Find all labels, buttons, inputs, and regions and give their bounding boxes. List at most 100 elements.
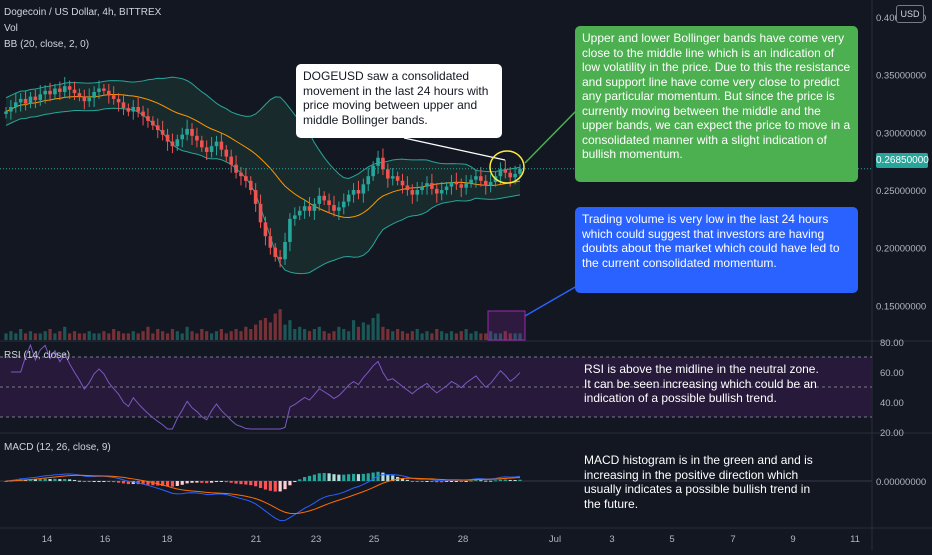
time-axis-label: 18 [162,534,173,545]
macd-indicator-label[interactable]: MACD (12, 26, close, 9) [4,442,111,453]
macd-histogram-bar [484,480,488,482]
candle-body [121,102,126,109]
macd-histogram-bar [249,481,253,486]
macd-histogram-bar [210,481,214,483]
candle-body [513,173,517,178]
candle-body [28,96,33,104]
volume-bar [449,331,454,340]
volume-bar [508,333,512,340]
macd-histogram-bar [420,481,424,482]
time-axis-label: Jul [549,534,561,545]
candle-body [9,106,13,112]
macd-histogram-bar [391,475,395,481]
macd-histogram-bar [449,481,454,482]
macd-histogram-bar [87,481,91,482]
volume-bar [283,324,287,340]
volume-bar [258,320,263,340]
candle-body [371,165,375,177]
macd-histogram-bar [498,479,503,481]
macd-histogram-bar [131,481,135,484]
rsi-analysis-note[interactable]: RSI is above the midline in the neutral … [584,362,819,405]
macd-histogram-bar [435,481,439,483]
time-axis-label: 7 [730,534,735,545]
volume-bar [195,333,199,340]
bollinger-upper-line [5,76,521,179]
candle-body [214,141,219,147]
volume-bar [298,326,302,340]
candle-body [469,179,473,184]
volume-bar [48,329,52,340]
candle-body [307,206,312,211]
candle-body [322,195,326,201]
candle-body [503,169,508,173]
time-axis-label: 11 [850,534,860,545]
candle-body [479,176,483,181]
volume-bar [479,333,483,340]
macd-histogram-bar [444,481,449,482]
macd-histogram-bar [288,481,292,486]
candle-body [23,98,28,104]
candle-body [454,181,459,185]
volume-bar [53,333,57,340]
macd-histogram-bar [33,479,37,481]
time-axis-label: 23 [311,534,322,545]
macd-histogram-bar [190,481,194,483]
candle-body [405,185,410,191]
time-axis-label: 3 [609,534,614,545]
candle-body [151,120,155,126]
rsi-indicator-label[interactable]: RSI (14, close) [4,350,71,361]
macd-histogram-bar [327,473,331,481]
macd-analysis-note[interactable]: MACD histogram is in the green and and i… [584,453,813,511]
rsi-axis-label: 60.00 [880,368,904,379]
bollinger-indicator-label[interactable]: BB (20, close, 2, 0) [4,39,90,50]
macd-histogram-bar [356,474,361,481]
candle-body [244,176,248,181]
symbol-title[interactable]: Dogecoin / US Dollar, 4h, BITTREX [4,7,162,18]
volume-bar [58,331,62,340]
volume-bar [87,331,91,340]
macd-histogram-bar [307,475,312,481]
macd-histogram-bar [312,474,316,481]
candle-body [425,183,429,187]
macd-histogram-bar [175,481,179,486]
volume-bar [165,333,170,340]
macd-histogram-bar [263,481,268,490]
macd-histogram-bar [298,479,302,481]
volume-bar [425,331,429,340]
macd-histogram-bar [161,481,165,486]
bollinger-consolidation-callout[interactable]: DOGEUSD saw a consolidated movement in t… [296,64,502,138]
volume-bar [126,333,130,340]
volume-indicator-label[interactable]: Vol [4,23,18,34]
macd-histogram-bar [405,479,410,481]
volume-analysis-callout[interactable]: Trading volume is very low in the last 2… [575,207,858,293]
macd-histogram-bar [283,481,287,490]
volume-bar [28,331,33,340]
macd-histogram-bar [322,472,326,481]
candle-body [341,201,346,208]
macd-histogram-bar [293,481,297,483]
candle-body [283,241,287,260]
macd-histogram-bar [366,473,370,481]
macd-histogram-bar [469,480,473,482]
volume-bar [317,326,321,340]
volume-bar [361,322,365,340]
candle-body [439,190,444,194]
volatility-analysis-callout[interactable]: Upper and lower Bollinger bands have com… [575,26,858,182]
macd-histogram-bar [102,481,106,482]
macd-histogram-bar [48,478,52,481]
volume-bar [474,331,478,340]
volume-bar [440,331,444,340]
macd-histogram-bar [303,477,307,481]
candle-body [361,184,366,194]
volume-bar [503,331,507,340]
last-price-tag: 0.26850000 [876,153,929,168]
volume-bar [405,333,410,340]
candle-body [131,106,136,112]
currency-button[interactable]: USD [896,5,924,23]
macd-histogram-bar [513,480,517,482]
candle-body [483,180,488,186]
volume-bar [469,333,473,340]
candle-body [258,203,263,223]
